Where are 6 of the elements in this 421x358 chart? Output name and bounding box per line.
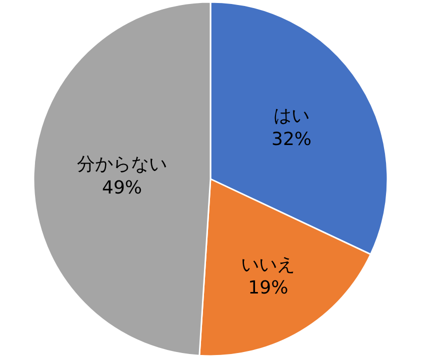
slice-label: 分からない — [77, 154, 168, 176]
data-label: 19% — [248, 278, 288, 299]
data-label: 49% — [102, 177, 142, 198]
slice-label: はい — [274, 105, 310, 126]
data-label: 32% — [272, 128, 312, 150]
slice-label: いいえ — [241, 254, 296, 276]
